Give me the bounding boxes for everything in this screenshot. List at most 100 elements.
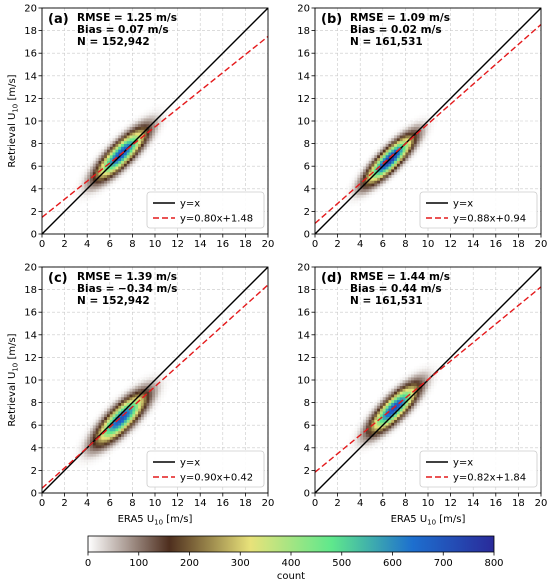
heatmap-cell — [98, 171, 102, 176]
heatmap-cell — [140, 382, 145, 387]
heatmap-cell — [81, 171, 85, 176]
heatmap-cell — [396, 380, 401, 384]
colorbar-tick-label: 300 — [231, 558, 250, 569]
heatmap-cell — [166, 382, 170, 387]
heatmap-cell — [112, 447, 116, 452]
heatmap-cell — [81, 447, 85, 452]
heatmap-cell — [146, 137, 150, 142]
heatmap-cell — [123, 419, 128, 423]
legend-box — [419, 450, 538, 488]
heatmap-cell — [109, 149, 114, 153]
heatmap-cell — [433, 360, 437, 364]
heatmap-cell — [346, 450, 350, 454]
fit-line — [42, 284, 268, 489]
heatmap-cell — [377, 180, 381, 184]
heatmap-cell — [98, 436, 102, 440]
heatmap-cell — [388, 169, 392, 173]
heatmap-cell — [98, 163, 102, 167]
heatmap-cell — [377, 152, 381, 156]
heatmap-cell — [90, 459, 94, 463]
heatmap-cell — [363, 174, 367, 178]
heatmap-cell — [121, 408, 125, 412]
heatmap-cell — [360, 425, 364, 429]
heatmap-cell — [422, 396, 426, 401]
heatmap-cell — [138, 129, 142, 133]
x-tick-label: 0 — [312, 498, 318, 509]
heatmap-cell — [343, 200, 347, 204]
heatmap-cell — [428, 388, 432, 392]
heatmap-cell — [132, 137, 136, 142]
heatmap-cell — [92, 430, 97, 435]
heatmap-cell — [365, 411, 370, 415]
heatmap-cell — [118, 442, 122, 446]
heatmap-cell — [428, 394, 432, 398]
heatmap-cell — [433, 377, 437, 381]
heatmap-cell — [138, 388, 142, 392]
heatmap-cell — [394, 143, 398, 147]
heatmap-cell — [101, 444, 105, 449]
heatmap-cell — [396, 411, 401, 415]
heatmap-cell — [118, 436, 122, 440]
heatmap-cell — [152, 129, 156, 133]
heatmap-cell — [416, 121, 420, 125]
heatmap-cell — [379, 394, 384, 398]
heatmap-cell — [379, 163, 384, 167]
heatmap-cell — [121, 177, 125, 181]
heatmap-cell — [132, 411, 136, 415]
heatmap-cell — [126, 382, 130, 387]
heatmap-cell — [155, 405, 159, 409]
y-tick-label: 0 — [304, 230, 310, 241]
heatmap-cell — [92, 428, 97, 432]
heatmap-cell — [416, 402, 420, 406]
legend-label: y=x — [180, 458, 200, 469]
heatmap-cell — [106, 402, 111, 406]
heatmap-cell — [377, 419, 381, 423]
heatmap-cell — [90, 180, 94, 184]
heatmap-cell — [115, 169, 119, 173]
heatmap-cell — [126, 169, 130, 173]
heatmap-cell — [104, 163, 108, 167]
heatmap-cell — [90, 428, 94, 432]
heatmap-cell — [371, 425, 375, 429]
heatmap-cell — [365, 166, 370, 170]
heatmap-cell — [138, 152, 142, 156]
heatmap-cell — [155, 129, 159, 133]
heatmap-cell — [433, 126, 437, 130]
heatmap-cell — [115, 413, 119, 418]
heatmap-cell — [368, 171, 372, 176]
heatmap-cell — [149, 385, 153, 389]
heatmap-cell — [126, 419, 130, 423]
heatmap-cell — [118, 391, 122, 395]
heatmap-cell — [143, 416, 147, 420]
heatmap-cell — [81, 180, 85, 184]
y-tick-label: 18 — [24, 285, 37, 296]
heatmap-cell — [374, 408, 378, 412]
heatmap-cell — [81, 439, 85, 443]
heatmap-cell — [354, 194, 358, 198]
heatmap-cell — [405, 405, 409, 409]
heatmap-cell — [368, 428, 372, 432]
heatmap-cell — [152, 408, 156, 412]
heatmap-cell — [106, 416, 111, 420]
heatmap-cell — [143, 371, 147, 375]
heatmap-cell — [135, 408, 139, 412]
heatmap-cell — [109, 174, 114, 178]
heatmap-cell — [152, 371, 156, 375]
heatmap-cell — [123, 439, 128, 443]
heatmap-cell — [394, 177, 398, 181]
heatmap-cell — [78, 180, 82, 184]
heatmap-cell — [157, 388, 162, 392]
heatmap-cell — [123, 129, 128, 133]
heatmap-cell — [123, 416, 128, 420]
heatmap-cell — [422, 380, 426, 384]
heatmap-cell — [394, 166, 398, 170]
heatmap-cell — [126, 126, 130, 130]
heatmap-cell — [430, 380, 435, 384]
heatmap-cell — [416, 140, 420, 144]
heatmap-cell — [101, 163, 105, 167]
heatmap-cell — [360, 180, 364, 184]
heatmap-cell — [101, 436, 105, 440]
heatmap-cell — [368, 442, 372, 446]
heatmap-cell — [399, 129, 403, 133]
